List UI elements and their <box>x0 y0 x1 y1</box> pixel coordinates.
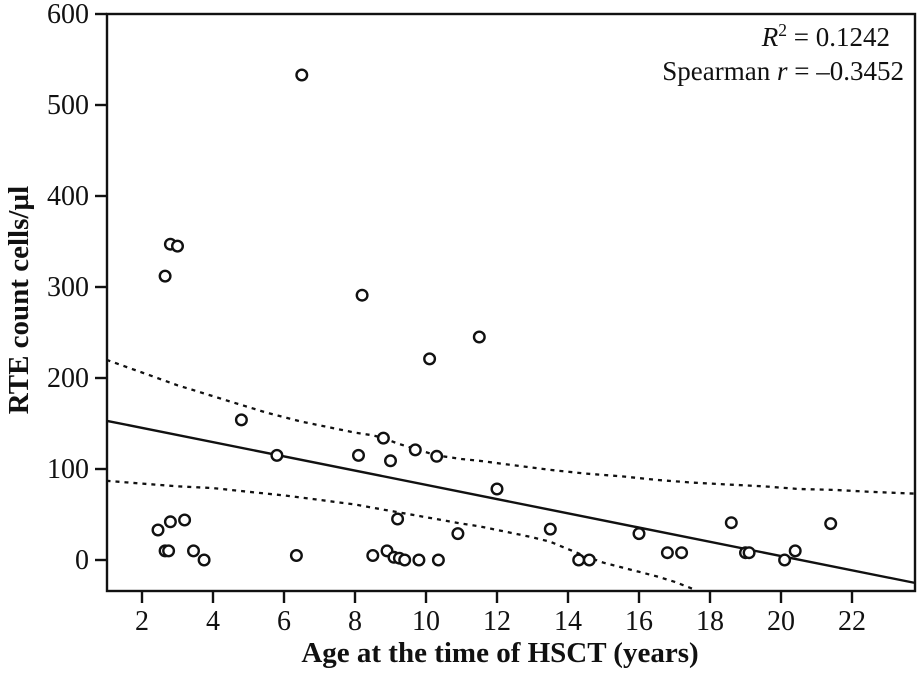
data-point <box>355 288 369 302</box>
y-tick-label: 600 <box>47 0 89 30</box>
spearman-annotation: Spearman r = –0.3452 <box>662 56 904 86</box>
data-point <box>675 546 689 560</box>
data-point <box>270 448 284 462</box>
data-point <box>234 413 248 427</box>
ci-lower-curve <box>106 479 697 592</box>
data-point <box>572 553 586 567</box>
y-tick-label: 100 <box>47 454 89 485</box>
y-tick-label: 400 <box>47 181 89 212</box>
plot-frame <box>105 12 917 593</box>
x-tick-label: 8 <box>348 606 362 637</box>
data-point <box>295 68 309 82</box>
data-point <box>742 546 756 560</box>
y-tick-label: 300 <box>47 272 89 303</box>
data-point <box>376 431 390 445</box>
data-point <box>178 513 192 527</box>
x-axis-label: Age at the time of HSCT (years) <box>301 637 698 669</box>
data-points <box>151 68 838 567</box>
x-tick-label: 6 <box>277 606 291 637</box>
x-tick-label: 14 <box>554 606 582 637</box>
data-point <box>472 330 486 344</box>
data-point <box>186 544 200 558</box>
data-point <box>778 553 792 567</box>
x-tick-label: 22 <box>838 606 866 637</box>
x-tick-label: 4 <box>206 606 220 637</box>
data-point <box>423 352 437 366</box>
ci-upper-curve <box>106 358 915 495</box>
data-point <box>352 448 366 462</box>
y-tick-label: 200 <box>47 363 89 394</box>
y-tick-label: 500 <box>47 90 89 121</box>
data-point <box>824 517 838 531</box>
data-point <box>430 449 444 463</box>
data-point <box>197 553 211 567</box>
x-tick-label: 16 <box>625 606 653 637</box>
data-point <box>408 443 422 457</box>
data-point <box>158 269 172 283</box>
x-tick-label: 2 <box>135 606 149 637</box>
data-point <box>366 549 380 563</box>
data-point <box>490 482 504 496</box>
data-point <box>398 553 412 567</box>
regression-line-group <box>106 419 915 584</box>
x-tick-label: 20 <box>767 606 795 637</box>
data-point <box>151 523 165 537</box>
data-point <box>582 553 596 567</box>
data-point <box>289 549 303 563</box>
data-point <box>451 527 465 541</box>
y-axis-label: RTE count cells/µl <box>3 186 35 414</box>
data-point <box>724 516 738 530</box>
data-point <box>543 522 557 536</box>
data-point <box>391 512 405 526</box>
y-axis-ticks: 0 100 200 300 400 500 600 <box>47 0 107 576</box>
data-point <box>412 553 426 567</box>
x-tick-label: 18 <box>696 606 724 637</box>
data-point <box>431 553 445 567</box>
x-axis-ticks: 2 4 6 8 10 12 14 16 18 20 22 <box>135 591 866 637</box>
x-tick-label: 10 <box>412 606 440 637</box>
data-point <box>170 239 184 253</box>
data-point <box>632 527 646 541</box>
data-point <box>788 544 802 558</box>
data-point <box>660 546 674 560</box>
x-tick-label: 12 <box>483 606 511 637</box>
r-squared-annotation: R2 = 0.1242 <box>761 20 890 52</box>
y-tick-label: 0 <box>75 545 89 576</box>
data-point <box>163 515 177 529</box>
regression-line <box>106 419 915 584</box>
data-point <box>162 544 176 558</box>
data-point <box>384 454 398 468</box>
